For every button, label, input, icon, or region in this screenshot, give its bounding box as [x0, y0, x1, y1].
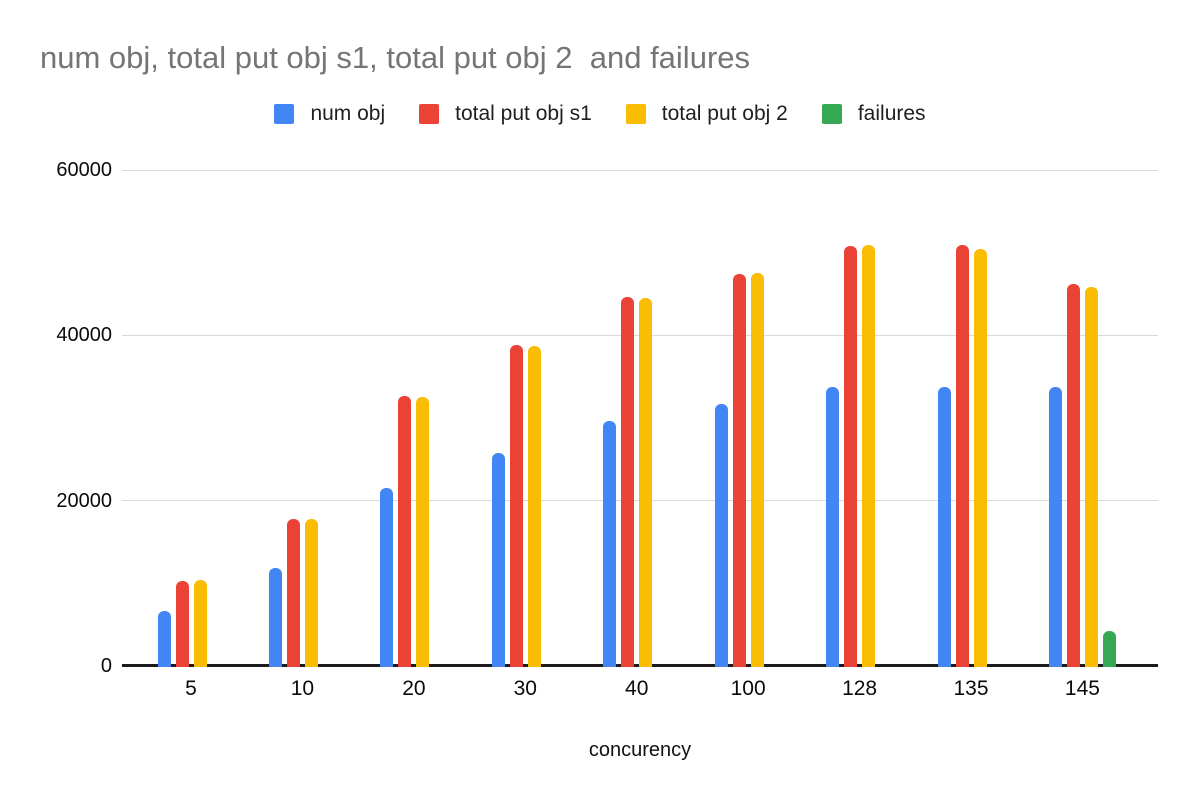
x-tick-label-10: 10 — [290, 677, 315, 700]
legend-item-num-obj[interactable]: num obj — [274, 102, 385, 126]
bar-total-put-obj-2-145[interactable] — [1084, 286, 1098, 667]
legend-swatch-num-obj — [274, 104, 295, 124]
x-tick-label-5: 5 — [185, 677, 197, 700]
bar-num-obj-10[interactable] — [268, 567, 282, 667]
y-tick-label-60000: 60000 — [56, 159, 112, 181]
x-tick-label-100: 100 — [730, 677, 766, 700]
bar-total-put-obj-s1-5[interactable] — [175, 581, 189, 667]
x-tick-label-145: 145 — [1064, 677, 1100, 700]
y-tick-label-0: 0 — [100, 655, 112, 677]
bar-num-obj-145[interactable] — [1048, 386, 1062, 667]
legend-label: total put obj 2 — [661, 102, 788, 125]
bar-num-obj-40[interactable] — [603, 421, 617, 667]
gridline-60000 — [122, 169, 1158, 171]
bar-total-put-obj-s1-135[interactable] — [955, 244, 969, 667]
bar-total-put-obj-s1-40[interactable] — [621, 297, 635, 667]
bar-failures-145[interactable] — [1102, 631, 1116, 667]
x-tick-label-128: 128 — [842, 677, 878, 700]
bar-num-obj-30[interactable] — [491, 452, 505, 667]
bar-total-put-obj-s1-145[interactable] — [1066, 284, 1080, 667]
bar-num-obj-5[interactable] — [157, 610, 171, 667]
bar-total-put-obj-2-128[interactable] — [862, 245, 876, 667]
bar-num-obj-135[interactable] — [937, 386, 951, 667]
legend-item-failures[interactable]: failures — [821, 102, 926, 126]
bar-total-put-obj-2-40[interactable] — [639, 298, 653, 667]
bar-num-obj-128[interactable] — [826, 386, 840, 667]
x-axis-title: concurency — [588, 739, 692, 761]
x-tick-label-135: 135 — [953, 677, 989, 700]
legend-label: failures — [857, 102, 926, 125]
x-tick-label-40: 40 — [625, 677, 649, 700]
bar-total-put-obj-2-5[interactable] — [193, 580, 207, 667]
bar-total-put-obj-s1-20[interactable] — [398, 395, 412, 667]
bar-total-put-obj-2-135[interactable] — [973, 248, 987, 667]
y-tick-label-20000: 20000 — [56, 489, 112, 512]
bar-total-put-obj-s1-128[interactable] — [844, 246, 858, 667]
bar-total-put-obj-2-10[interactable] — [304, 519, 318, 667]
legend-item-total-put-obj-s1[interactable]: total put obj s1 — [419, 102, 592, 126]
legend-swatch-total-put-obj-2 — [625, 104, 646, 124]
bar-num-obj-20[interactable] — [380, 487, 394, 667]
bar-total-put-obj-2-20[interactable] — [416, 396, 430, 667]
bar-total-put-obj-2-100[interactable] — [750, 272, 764, 667]
legend-label: total put obj s1 — [455, 102, 592, 125]
bar-total-put-obj-2-30[interactable] — [527, 346, 541, 667]
bar-total-put-obj-s1-30[interactable] — [509, 345, 523, 667]
legend-swatch-total-put-obj-s1 — [419, 104, 440, 124]
bar-total-put-obj-s1-100[interactable] — [732, 273, 746, 667]
legend-swatch-failures — [821, 104, 842, 124]
x-tick-label-20: 20 — [402, 677, 426, 700]
legend-label: num obj — [310, 102, 386, 125]
chart-legend: num obj total put obj s1 total put obj 2 fa… — [0, 102, 1200, 126]
chart-title: num obj, total put obj s1, total put obj… — [40, 40, 751, 75]
x-tick-label-30: 30 — [513, 677, 537, 700]
bar-total-put-obj-s1-10[interactable] — [286, 519, 300, 667]
legend-item-total-put-obj-2[interactable]: total put obj 2 — [625, 102, 788, 126]
y-tick-label-40000: 40000 — [56, 324, 112, 347]
bar-num-obj-100[interactable] — [714, 404, 728, 667]
